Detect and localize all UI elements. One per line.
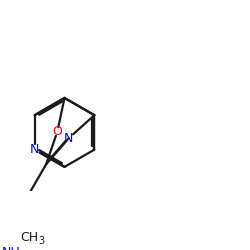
Text: 3: 3 bbox=[38, 236, 45, 246]
Text: CH: CH bbox=[20, 231, 38, 244]
Text: N: N bbox=[64, 132, 74, 145]
Text: N: N bbox=[30, 143, 39, 156]
Text: NH: NH bbox=[2, 246, 21, 250]
Text: O: O bbox=[52, 125, 62, 138]
